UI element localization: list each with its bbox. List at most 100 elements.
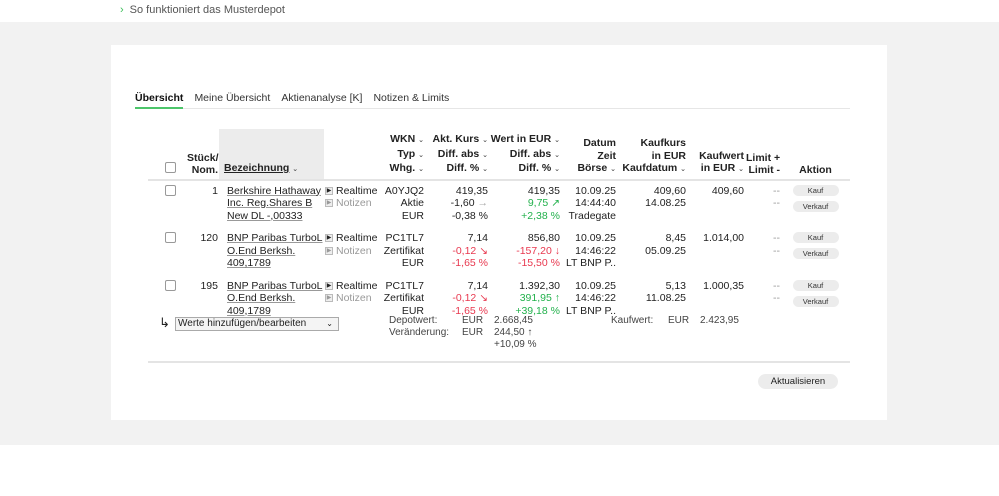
buy-button[interactable]: Kauf	[792, 232, 839, 243]
header-bezeichnung[interactable]: Bezeichnung ⌄	[219, 129, 324, 181]
tab-bar: Übersicht Meine Übersicht Aktienanalyse …	[135, 92, 850, 109]
sort-chevron-icon[interactable]: ⌄	[482, 151, 488, 159]
header-wert-1[interactable]: Diff. abs	[509, 147, 552, 160]
kaufwert-total: 2.423,95	[700, 315, 739, 326]
arrow-down-right-icon: ↘	[479, 244, 488, 257]
sell-button[interactable]: Verkauf	[792, 295, 839, 307]
wkn: PC1TL7	[385, 232, 424, 244]
sort-chevron-icon[interactable]: ⌄	[554, 137, 560, 144]
arrow-up-icon: ↑	[527, 327, 533, 338]
header-wkn-1[interactable]: Typ	[397, 147, 416, 160]
sell-button[interactable]: Verkauf	[792, 200, 839, 212]
header-datum-0[interactable]: Datum	[583, 137, 616, 149]
security-name-link[interactable]: Berkshire Hathaway Inc. Reg.Shares B New…	[227, 184, 321, 222]
header-kaufwert-1[interactable]: in EUR	[700, 162, 736, 174]
sort-chevron-icon[interactable]: ⌄	[418, 151, 424, 159]
sort-chevron-icon[interactable]: ⌄	[418, 166, 424, 173]
stueck: 1	[212, 184, 218, 197]
top-link[interactable]: › So funktioniert das Musterdepot	[120, 4, 285, 16]
sort-chevron-icon[interactable]: ⌄	[738, 166, 744, 173]
kaufkurs: 409,60	[653, 184, 686, 197]
update-button[interactable]: Aktualisieren	[758, 374, 838, 389]
header-limit-1[interactable]: Limit -	[748, 164, 781, 176]
table-row: 120 BNP Paribas TurboL O.End Berksh. 409…	[148, 228, 850, 276]
header-kaufkurs-2[interactable]: Kaufdatum	[622, 162, 678, 174]
header-akt-0[interactable]: Akt. Kurs	[432, 133, 480, 145]
return-arrow-icon: ↳	[159, 315, 170, 330]
header-kaufkurs-1[interactable]: in EUR	[651, 149, 686, 162]
tab-meine-uebersicht[interactable]: Meine Übersicht	[194, 92, 271, 104]
sort-chevron-icon[interactable]: ⌄	[482, 137, 488, 144]
realtime-link[interactable]: ▶ Realtime	[325, 280, 380, 293]
zeit: 14:44:40	[575, 197, 616, 209]
depotwert-value: 2.668,45	[494, 315, 533, 326]
security-name-link[interactable]: BNP Paribas TurboL O.End Berksh. 409,178…	[227, 232, 323, 269]
header-stueck-0[interactable]: Stück/	[187, 151, 219, 164]
realtime-link[interactable]: ▶ Realtime	[325, 185, 380, 198]
header-kaufwert-0[interactable]: Kaufwert	[699, 149, 744, 162]
buy-button[interactable]: Kauf	[792, 184, 839, 196]
depotwert-currency: EUR	[462, 315, 484, 326]
depot-table: Stück/Nom. Bezeichnung ⌄ WKN ⌄ Typ ⌄ Whg. …	[148, 129, 850, 323]
notizen-link[interactable]: ▶ Notizen	[325, 292, 380, 305]
datum: 10.09.25	[575, 184, 616, 197]
header-wkn-2[interactable]: Whg.	[389, 162, 416, 174]
tab-aktienanalyse[interactable]: Aktienanalyse [K]	[281, 92, 363, 104]
header-wert-2[interactable]: Diff. %	[518, 162, 552, 174]
header-akt-1[interactable]: Diff. abs	[437, 147, 480, 160]
depotwert-label: Depotwert:	[389, 315, 438, 326]
wert-diff-abs: -157,20	[516, 244, 552, 257]
row-checkbox[interactable]	[165, 279, 176, 291]
row-checkbox[interactable]	[165, 184, 176, 196]
tab-notizen-limits[interactable]: Notizen & Limits	[373, 92, 450, 104]
header-wkn-0[interactable]: WKN	[390, 133, 416, 145]
limit-plus: --	[773, 232, 780, 244]
sort-chevron-icon[interactable]: ⌄	[554, 166, 560, 173]
sort-chevron-icon[interactable]: ⌄	[554, 151, 560, 159]
kaufdatum: 11.08.25	[645, 292, 686, 304]
currency: EUR	[401, 304, 424, 317]
header-wert-0[interactable]: Wert in EUR	[490, 133, 552, 145]
notizen-link[interactable]: ▶ Notizen	[325, 197, 380, 210]
wert-diff-pct: -15,50 %	[517, 257, 560, 269]
sort-chevron-icon[interactable]: ⌄	[482, 166, 488, 173]
sort-chevron-icon[interactable]: ⌄	[680, 166, 686, 173]
wert-diff-pct: +39,18 %	[515, 304, 560, 317]
table-row: 1 Berkshire Hathaway Inc. Reg.Shares B N…	[148, 180, 850, 229]
stueck: 120	[200, 232, 218, 244]
realtime-link[interactable]: ▶ Realtime	[325, 232, 380, 245]
veraenderung-pct: +10,09 %	[494, 339, 537, 350]
kaufkurs: 8,45	[665, 232, 686, 244]
sell-button[interactable]: Verkauf	[792, 248, 839, 259]
header-limit-0[interactable]: Limit +	[746, 151, 781, 164]
header-akt-2[interactable]: Diff. %	[446, 162, 480, 174]
sort-chevron-icon[interactable]: ⌄	[292, 166, 299, 173]
kaufwert: 409,60	[711, 184, 744, 197]
arrow-right-icon: →	[477, 197, 489, 209]
header-stueck-1[interactable]: Nom.	[191, 164, 218, 176]
realtime-label: Realtime	[336, 184, 378, 197]
tab-uebersicht[interactable]: Übersicht	[135, 92, 184, 109]
select-all-checkbox[interactable]	[165, 162, 176, 173]
security-name-link[interactable]: BNP Paribas TurboL O.End Berksh. 409,178…	[227, 279, 323, 317]
sort-chevron-icon[interactable]: ⌄	[418, 137, 424, 144]
header-kaufkurs-0[interactable]: Kaufkurs	[640, 137, 686, 149]
kurs-diff-pct: -1,65 %	[451, 304, 488, 317]
notizen-link[interactable]: ▶ Notizen	[325, 245, 380, 258]
header-datum-1[interactable]: Zeit	[597, 149, 616, 162]
limit-minus: --	[773, 292, 780, 304]
zeit: 14:46:22	[575, 292, 616, 304]
wert-diff-abs: 9,75	[527, 197, 549, 209]
row-checkbox[interactable]	[165, 232, 176, 243]
header-datum-2[interactable]: Börse	[577, 162, 608, 174]
top-link-label: So funktioniert das Musterdepot	[129, 4, 285, 16]
realtime-label: Realtime	[336, 279, 378, 292]
sort-chevron-icon[interactable]: ⌄	[610, 166, 616, 173]
typ: Zertifikat	[383, 292, 424, 304]
chevron-right-icon: ▶	[325, 234, 333, 243]
kaufwert-currency: EUR	[668, 315, 690, 326]
buy-button[interactable]: Kauf	[792, 279, 839, 291]
kaufdatum: 14.08.25	[645, 197, 686, 209]
add-edit-values-select[interactable]: Werte hinzufügen/bearbeiten ⌄	[175, 317, 339, 331]
kurs-diff-pct: -0,38 %	[451, 209, 488, 222]
